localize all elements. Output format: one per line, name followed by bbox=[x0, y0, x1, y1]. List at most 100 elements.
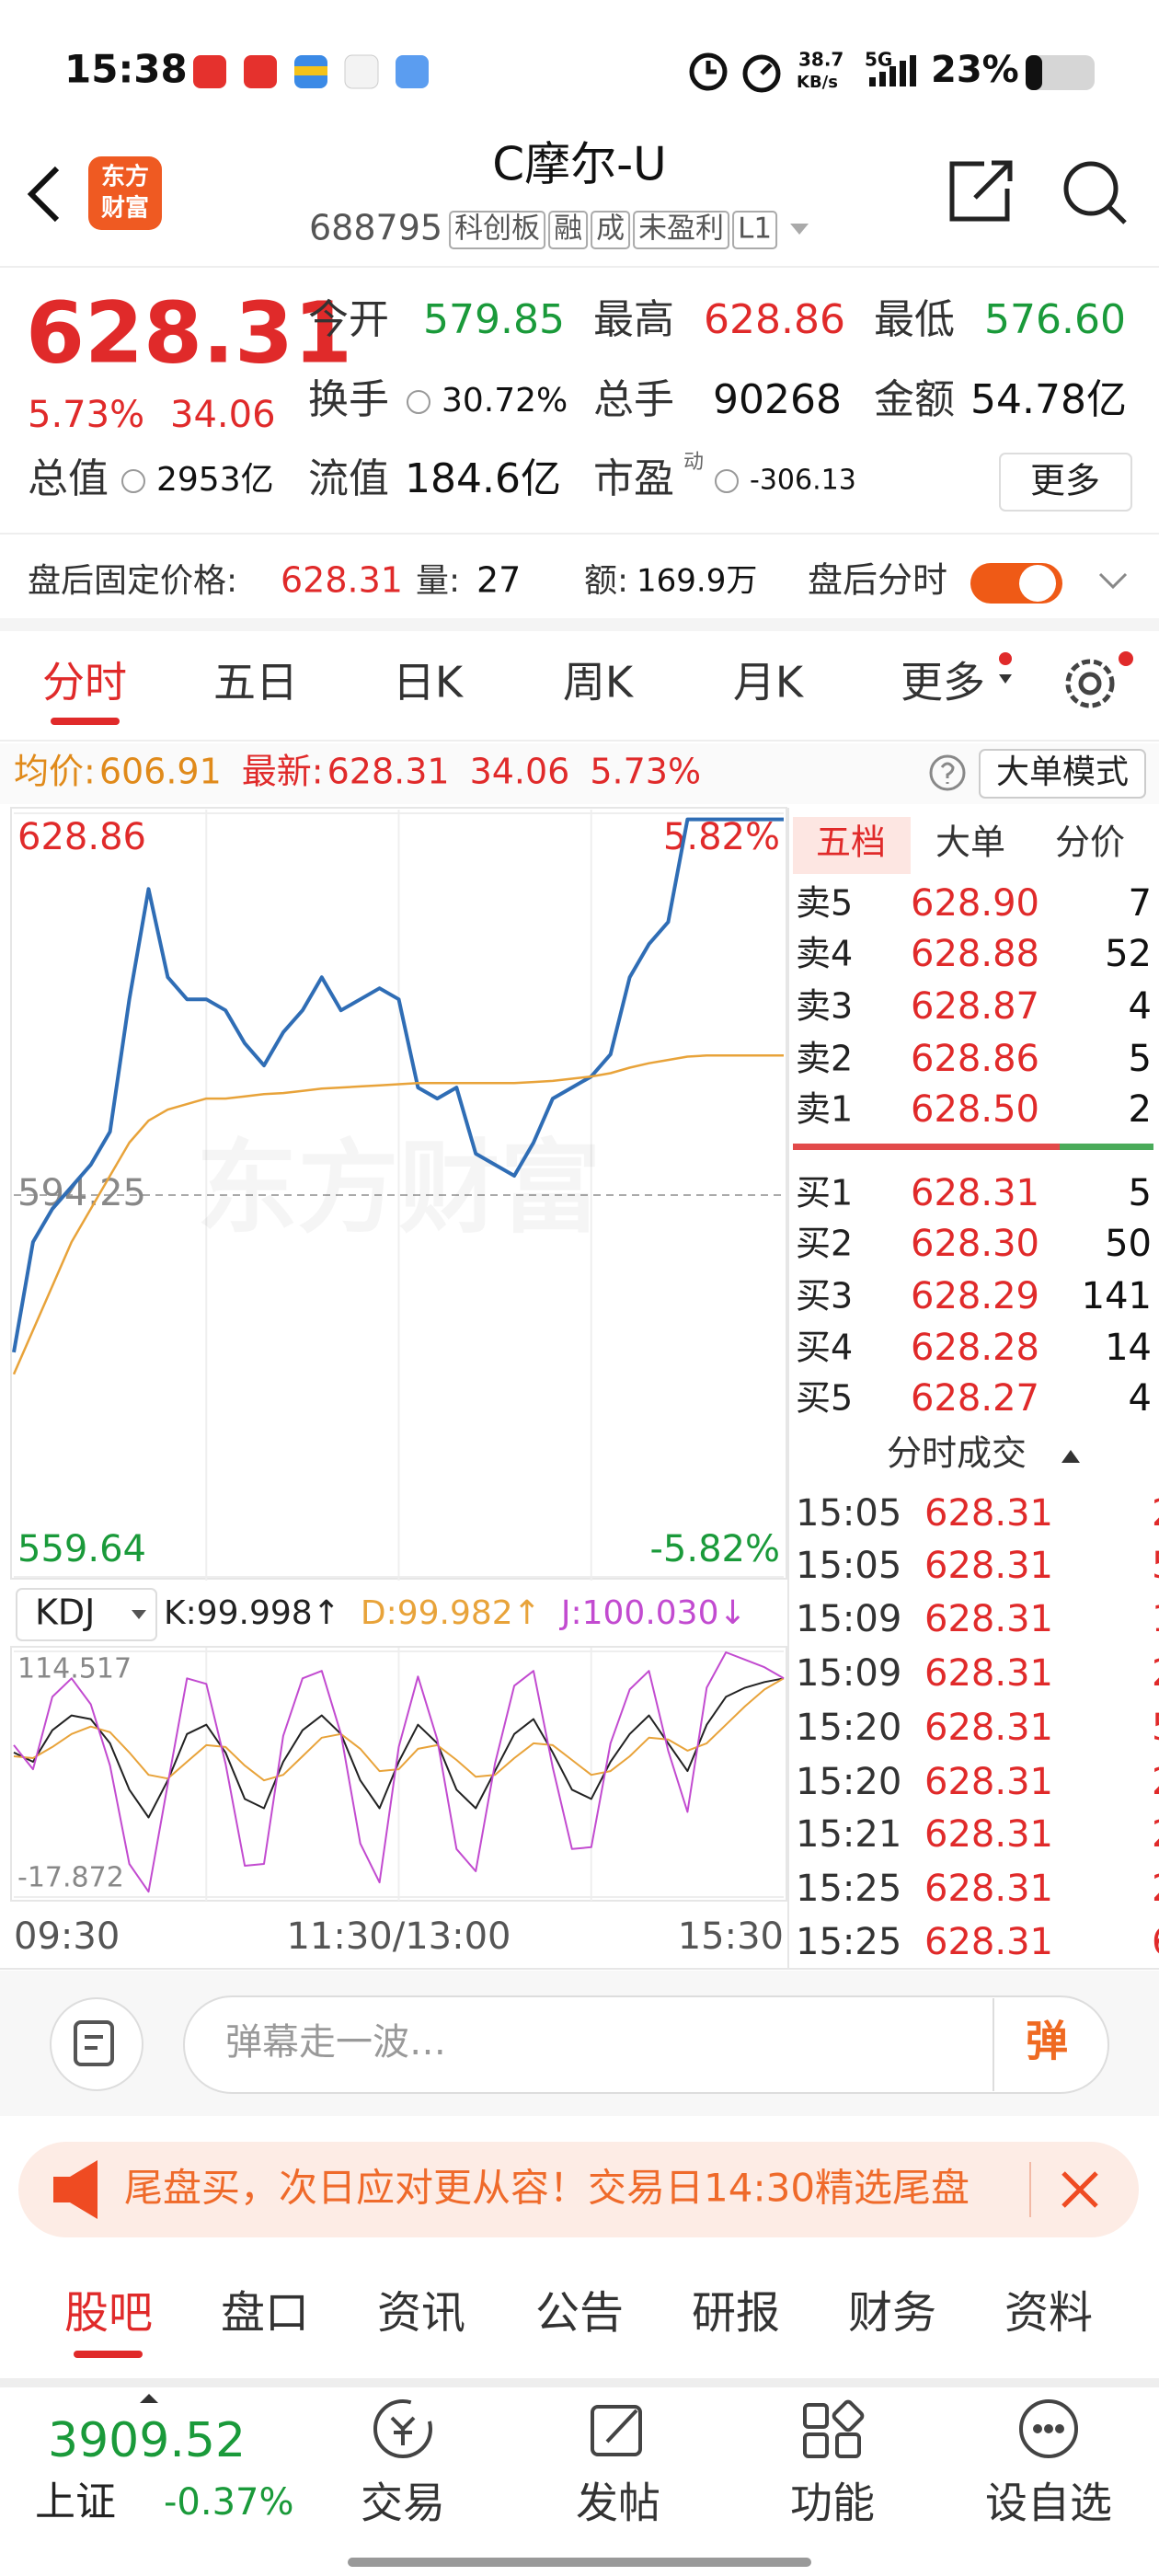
field-value: 579.85 bbox=[423, 296, 565, 343]
trade-time: 15:21 bbox=[796, 1813, 901, 1856]
field-label: 总值 bbox=[28, 455, 109, 502]
comment-input[interactable] bbox=[183, 1995, 1109, 2094]
trade-price: 628.31 bbox=[924, 1761, 1053, 1803]
chart-tab[interactable]: 日K bbox=[393, 658, 465, 707]
content-tab[interactable]: 股吧 bbox=[64, 2287, 153, 2339]
book-tab[interactable]: 五档 bbox=[816, 822, 886, 863]
book-tab[interactable]: 大单 bbox=[935, 822, 1005, 863]
series-line bbox=[12, 817, 784, 1353]
banner-close[interactable] bbox=[1061, 2171, 1098, 2208]
book-tab[interactable]: 分价 bbox=[1055, 822, 1125, 863]
indicator-name: KDJ bbox=[35, 1593, 95, 1633]
index-name[interactable]: 上证 bbox=[35, 2478, 116, 2525]
after-hours-toggle[interactable] bbox=[970, 563, 1062, 604]
home-indicator bbox=[348, 2558, 811, 2567]
nav-item[interactable]: 发帖 bbox=[576, 2478, 660, 2528]
net-speed: 38.7 bbox=[798, 49, 843, 71]
x-tick-label: 09:30 bbox=[14, 1915, 120, 1958]
index-value[interactable]: 3909.52 bbox=[48, 2413, 246, 2468]
field-value: 90268 bbox=[713, 376, 842, 423]
field-value: 184.6亿 bbox=[405, 455, 561, 502]
tab-dropdown bbox=[999, 674, 1012, 684]
notification-icons bbox=[193, 54, 429, 89]
field-label: 今开 bbox=[308, 296, 389, 343]
mode-label[interactable]: 大单模式 bbox=[996, 753, 1129, 791]
field-value: 30.72% bbox=[442, 382, 568, 420]
more-label[interactable]: 更多 bbox=[1030, 461, 1100, 501]
chart-tab[interactable]: 月K bbox=[733, 658, 805, 707]
chart-tab[interactable]: 更多 bbox=[901, 658, 985, 707]
help-icon[interactable] bbox=[929, 754, 966, 791]
trade-qty: 5 bbox=[1152, 1545, 1159, 1587]
y-tick-label: 559.64 bbox=[17, 1528, 146, 1570]
more-button[interactable] bbox=[999, 453, 1132, 512]
content-tab[interactable]: 盘口 bbox=[221, 2287, 309, 2339]
comment-placeholder[interactable]: 弹幕走一波… bbox=[225, 2021, 446, 2064]
chart-tab[interactable]: 周K bbox=[563, 658, 635, 707]
trade-price: 628.31 bbox=[924, 1868, 1053, 1910]
book-qty: 2 bbox=[1129, 1088, 1152, 1131]
comment-tool-button[interactable] bbox=[50, 1997, 143, 2091]
trade-qty: 2 bbox=[1152, 1813, 1159, 1856]
trades-title: 分时成交 bbox=[887, 1433, 1027, 1474]
content-tab[interactable]: 资讯 bbox=[377, 2287, 465, 2339]
chart-tab[interactable]: 分时 bbox=[42, 658, 127, 707]
book-qty: 4 bbox=[1129, 1377, 1152, 1420]
battery-text: 23% bbox=[931, 49, 1019, 91]
series-line bbox=[13, 1677, 785, 1782]
stock-tag: 未盈利 bbox=[638, 213, 724, 246]
danmaku-button[interactable]: 弹 bbox=[1026, 2017, 1068, 2066]
trade-price: 628.31 bbox=[924, 1707, 1053, 1749]
trade-qty: 2 bbox=[1152, 1868, 1159, 1910]
promo-banner[interactable] bbox=[18, 2142, 1139, 2237]
y-tick-label: 594.25 bbox=[17, 1172, 146, 1214]
after-hours-toggle-label: 盘后分时 bbox=[808, 560, 947, 601]
tab-underline bbox=[51, 718, 120, 725]
field-value: 2953亿 bbox=[156, 461, 274, 499]
trade-price: 628.31 bbox=[924, 1545, 1053, 1587]
content-tab[interactable]: 财务 bbox=[848, 2287, 936, 2339]
book-qty: 5 bbox=[1129, 1038, 1152, 1080]
field-label: 最低 bbox=[874, 296, 955, 343]
series-line bbox=[12, 1053, 784, 1375]
mode-button[interactable] bbox=[979, 749, 1146, 799]
logo-text: 东方 bbox=[101, 163, 149, 191]
network-type: 5G bbox=[865, 49, 892, 71]
nav-item[interactable]: 设自选 bbox=[985, 2478, 1112, 2528]
content-tab[interactable]: 资料 bbox=[1004, 2287, 1093, 2339]
status-time: 15:38 bbox=[64, 47, 188, 92]
kdj-chart: 114.517 -17.872 09:30 11:30/13:00 15:30 KDJ K:… bbox=[13, 1593, 785, 1958]
info-text: 606.91 bbox=[99, 752, 222, 792]
after-hours-amt: 169.9万 bbox=[637, 563, 757, 600]
after-hours-amt-label: 额: bbox=[584, 562, 628, 600]
trade-price: 628.31 bbox=[924, 1813, 1053, 1856]
tag-box bbox=[548, 211, 589, 249]
trade-qty: 6 bbox=[1152, 1921, 1159, 1963]
expand-chevron[interactable] bbox=[1098, 572, 1128, 590]
index-arrow bbox=[140, 2394, 158, 2403]
banner-text[interactable]: 尾盘买，次日应对更从容！交易日14:30精选尾盘 bbox=[124, 2166, 970, 2211]
search-button[interactable] bbox=[1063, 161, 1127, 224]
chart-tab[interactable]: 五日 bbox=[213, 658, 298, 707]
book-qty: 7 bbox=[1129, 882, 1152, 925]
book-label: 买4 bbox=[796, 1328, 853, 1368]
book-price: 628.86 bbox=[911, 1038, 1039, 1080]
content-tab[interactable]: 研报 bbox=[692, 2287, 780, 2339]
indicator-select[interactable] bbox=[16, 1588, 157, 1641]
nav-item[interactable]: 功能 bbox=[790, 2478, 875, 2528]
settings-button[interactable] bbox=[1065, 651, 1133, 708]
info-text: 均价: bbox=[14, 752, 96, 792]
trade-time: 15:09 bbox=[796, 1652, 901, 1695]
trade-price: 628.31 bbox=[924, 1652, 1053, 1695]
share-button[interactable] bbox=[949, 160, 1013, 222]
trade-time: 15:05 bbox=[796, 1492, 901, 1535]
tab-underline bbox=[74, 2351, 143, 2358]
index-change[interactable]: -0.37% bbox=[164, 2481, 294, 2524]
trade-time: 15:25 bbox=[796, 1921, 901, 1963]
trade-time: 15:09 bbox=[796, 1598, 901, 1640]
content-tab[interactable]: 公告 bbox=[535, 2287, 624, 2339]
nav-item[interactable]: 交易 bbox=[361, 2478, 445, 2528]
active-tab-bg bbox=[793, 817, 911, 874]
back-button[interactable] bbox=[27, 166, 60, 223]
